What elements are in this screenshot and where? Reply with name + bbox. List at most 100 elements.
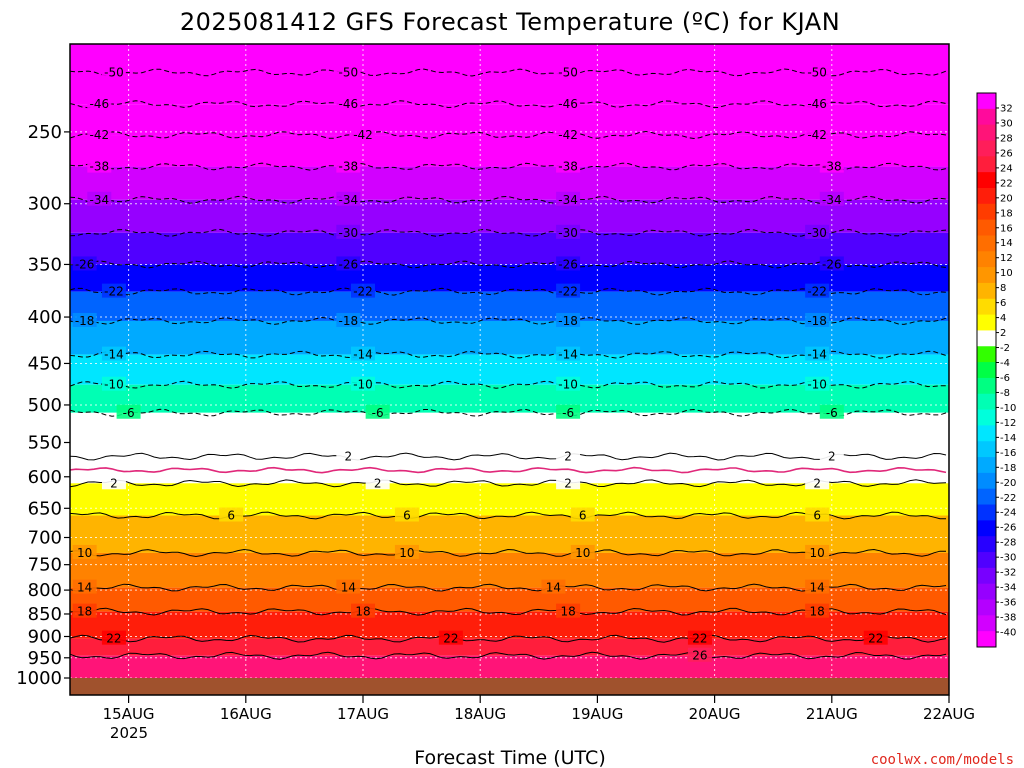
y-tick-label: 250: [28, 122, 62, 143]
isotherm-label-bg: [351, 283, 375, 298]
isotherm-label-bg: [805, 579, 830, 594]
isotherm-line: [69, 287, 947, 296]
isotherm-label: -50: [339, 65, 359, 79]
isotherm-label: -14: [353, 348, 373, 362]
colorbar-swatch: [977, 377, 996, 395]
isotherm-label: -10: [807, 378, 827, 392]
isotherm-label: -18: [558, 314, 578, 328]
temperature-band: [70, 264, 949, 292]
colorbar-tick-label: 8: [1000, 283, 1006, 294]
isotherm-label: 10: [810, 546, 825, 560]
isotherm-label: 2: [110, 476, 118, 490]
ground-fill: [70, 678, 949, 695]
colorbar-swatch: [977, 552, 996, 569]
isotherm-line: [69, 316, 947, 325]
isotherm-label-bg: [72, 256, 97, 271]
colorbar-tick-label: -18: [1000, 463, 1016, 474]
x-tick-label: 18AUG: [454, 705, 506, 723]
colorbar-swatch: [977, 108, 996, 126]
isotherm-line: [69, 634, 947, 643]
isotherm-label: -6: [562, 406, 574, 420]
isotherm-label-bg: [351, 346, 375, 361]
isotherm-label: -26: [339, 257, 359, 271]
x-tick-label: 20AUG: [689, 705, 741, 723]
isotherm-line: [69, 380, 947, 389]
colorbar-tick-label: 18: [1000, 208, 1013, 219]
temperature-band: [70, 611, 949, 639]
y-tick-label: 500: [28, 395, 62, 416]
isotherm-line: [69, 130, 947, 140]
colorbar-tick-label: 28: [1000, 133, 1013, 144]
colorbar-swatch: [977, 219, 996, 236]
isotherm-label: 2: [374, 476, 382, 490]
isotherm-label-bg: [805, 127, 830, 142]
isotherm-label-bg: [805, 475, 830, 490]
temperature-band: [70, 552, 949, 588]
colorbar-tick-label: -16: [1000, 448, 1016, 459]
colorbar-swatch: [977, 583, 996, 601]
isotherm-label-bg: [72, 312, 97, 327]
isotherm-label-bg: [556, 603, 581, 618]
isotherm-label-bg: [805, 507, 830, 522]
temperature-band: [70, 515, 949, 553]
colorbar-swatch: [977, 203, 996, 221]
y-tick-label: 450: [28, 353, 62, 374]
x-axis-year: 2025: [110, 724, 148, 742]
isotherm-label: -14: [104, 348, 124, 362]
isotherm-label-bg: [556, 256, 581, 271]
y-tick-label: 850: [28, 604, 62, 625]
isotherm-label: -50: [807, 65, 827, 79]
colorbar-tick-label: 30: [1000, 118, 1013, 129]
isotherm-label-bg: [556, 475, 581, 490]
x-tick-label: 21AUG: [806, 705, 858, 723]
isotherm-label: -22: [353, 285, 373, 299]
temperature-band: [70, 72, 949, 105]
isotherm-label-bg: [336, 96, 361, 111]
colorbar-tick-label: 10: [1000, 268, 1013, 279]
temperature-band: [70, 135, 949, 167]
isotherm-label: -34: [89, 193, 109, 207]
isotherm-label: 6: [403, 509, 411, 523]
isotherm-label-bg: [219, 507, 244, 522]
ground-layer: [70, 678, 949, 695]
colorbar-tick-label: -6: [1000, 373, 1010, 384]
isotherm-label: -42: [353, 128, 373, 142]
isotherm-label-bg: [336, 312, 361, 327]
isotherm-label-bg: [819, 404, 844, 419]
isotherm-label-bg: [556, 224, 581, 239]
isotherm-label: 2: [564, 476, 572, 490]
y-tick-label: 750: [28, 555, 62, 576]
isotherm-label: 14: [341, 581, 356, 595]
colorbar-tick-label: -24: [1000, 508, 1016, 519]
colorbar-tick-label: 32: [1000, 103, 1013, 114]
isotherm-line: [69, 195, 947, 204]
colorbar-swatch: [977, 457, 996, 474]
isotherm-label: -34: [558, 193, 578, 207]
isotherm-label: 10: [77, 546, 92, 560]
colorbar-tick-label: 24: [1000, 163, 1013, 174]
isotherm-line: [69, 162, 947, 171]
colorbar-swatch: [977, 472, 996, 490]
credit-text: coolwx.com/models: [871, 752, 1014, 768]
isotherm-line: [69, 260, 947, 269]
colorbar-swatch: [977, 251, 996, 268]
isotherm-label: -26: [822, 257, 842, 271]
colorbar-swatch: [977, 235, 996, 252]
colorbar-swatch: [977, 567, 996, 585]
isotherm-label: -10: [558, 378, 578, 392]
temperature-band: [70, 587, 949, 612]
isotherm-line: [69, 651, 947, 660]
isotherm-label-bg: [101, 475, 126, 490]
isotherm-contours: -50 -50 -50 -50 -46 -46 -46 -46 -42 -42 -42 -42 -38 -…: [69, 64, 947, 663]
isotherm-label-bg: [87, 191, 112, 206]
isotherm-label-bg: [394, 544, 419, 559]
temperature-band: [70, 104, 949, 136]
isotherm-label: -6: [123, 406, 135, 420]
isotherm-label: 2: [813, 476, 821, 490]
isotherm-label-bg: [805, 283, 830, 298]
isotherm-label-bg: [101, 376, 126, 391]
colorbar-swatch: [977, 536, 996, 553]
isotherm-label: -14: [558, 348, 578, 362]
isotherm-line: [69, 350, 947, 359]
colorbar-swatch: [977, 520, 996, 537]
